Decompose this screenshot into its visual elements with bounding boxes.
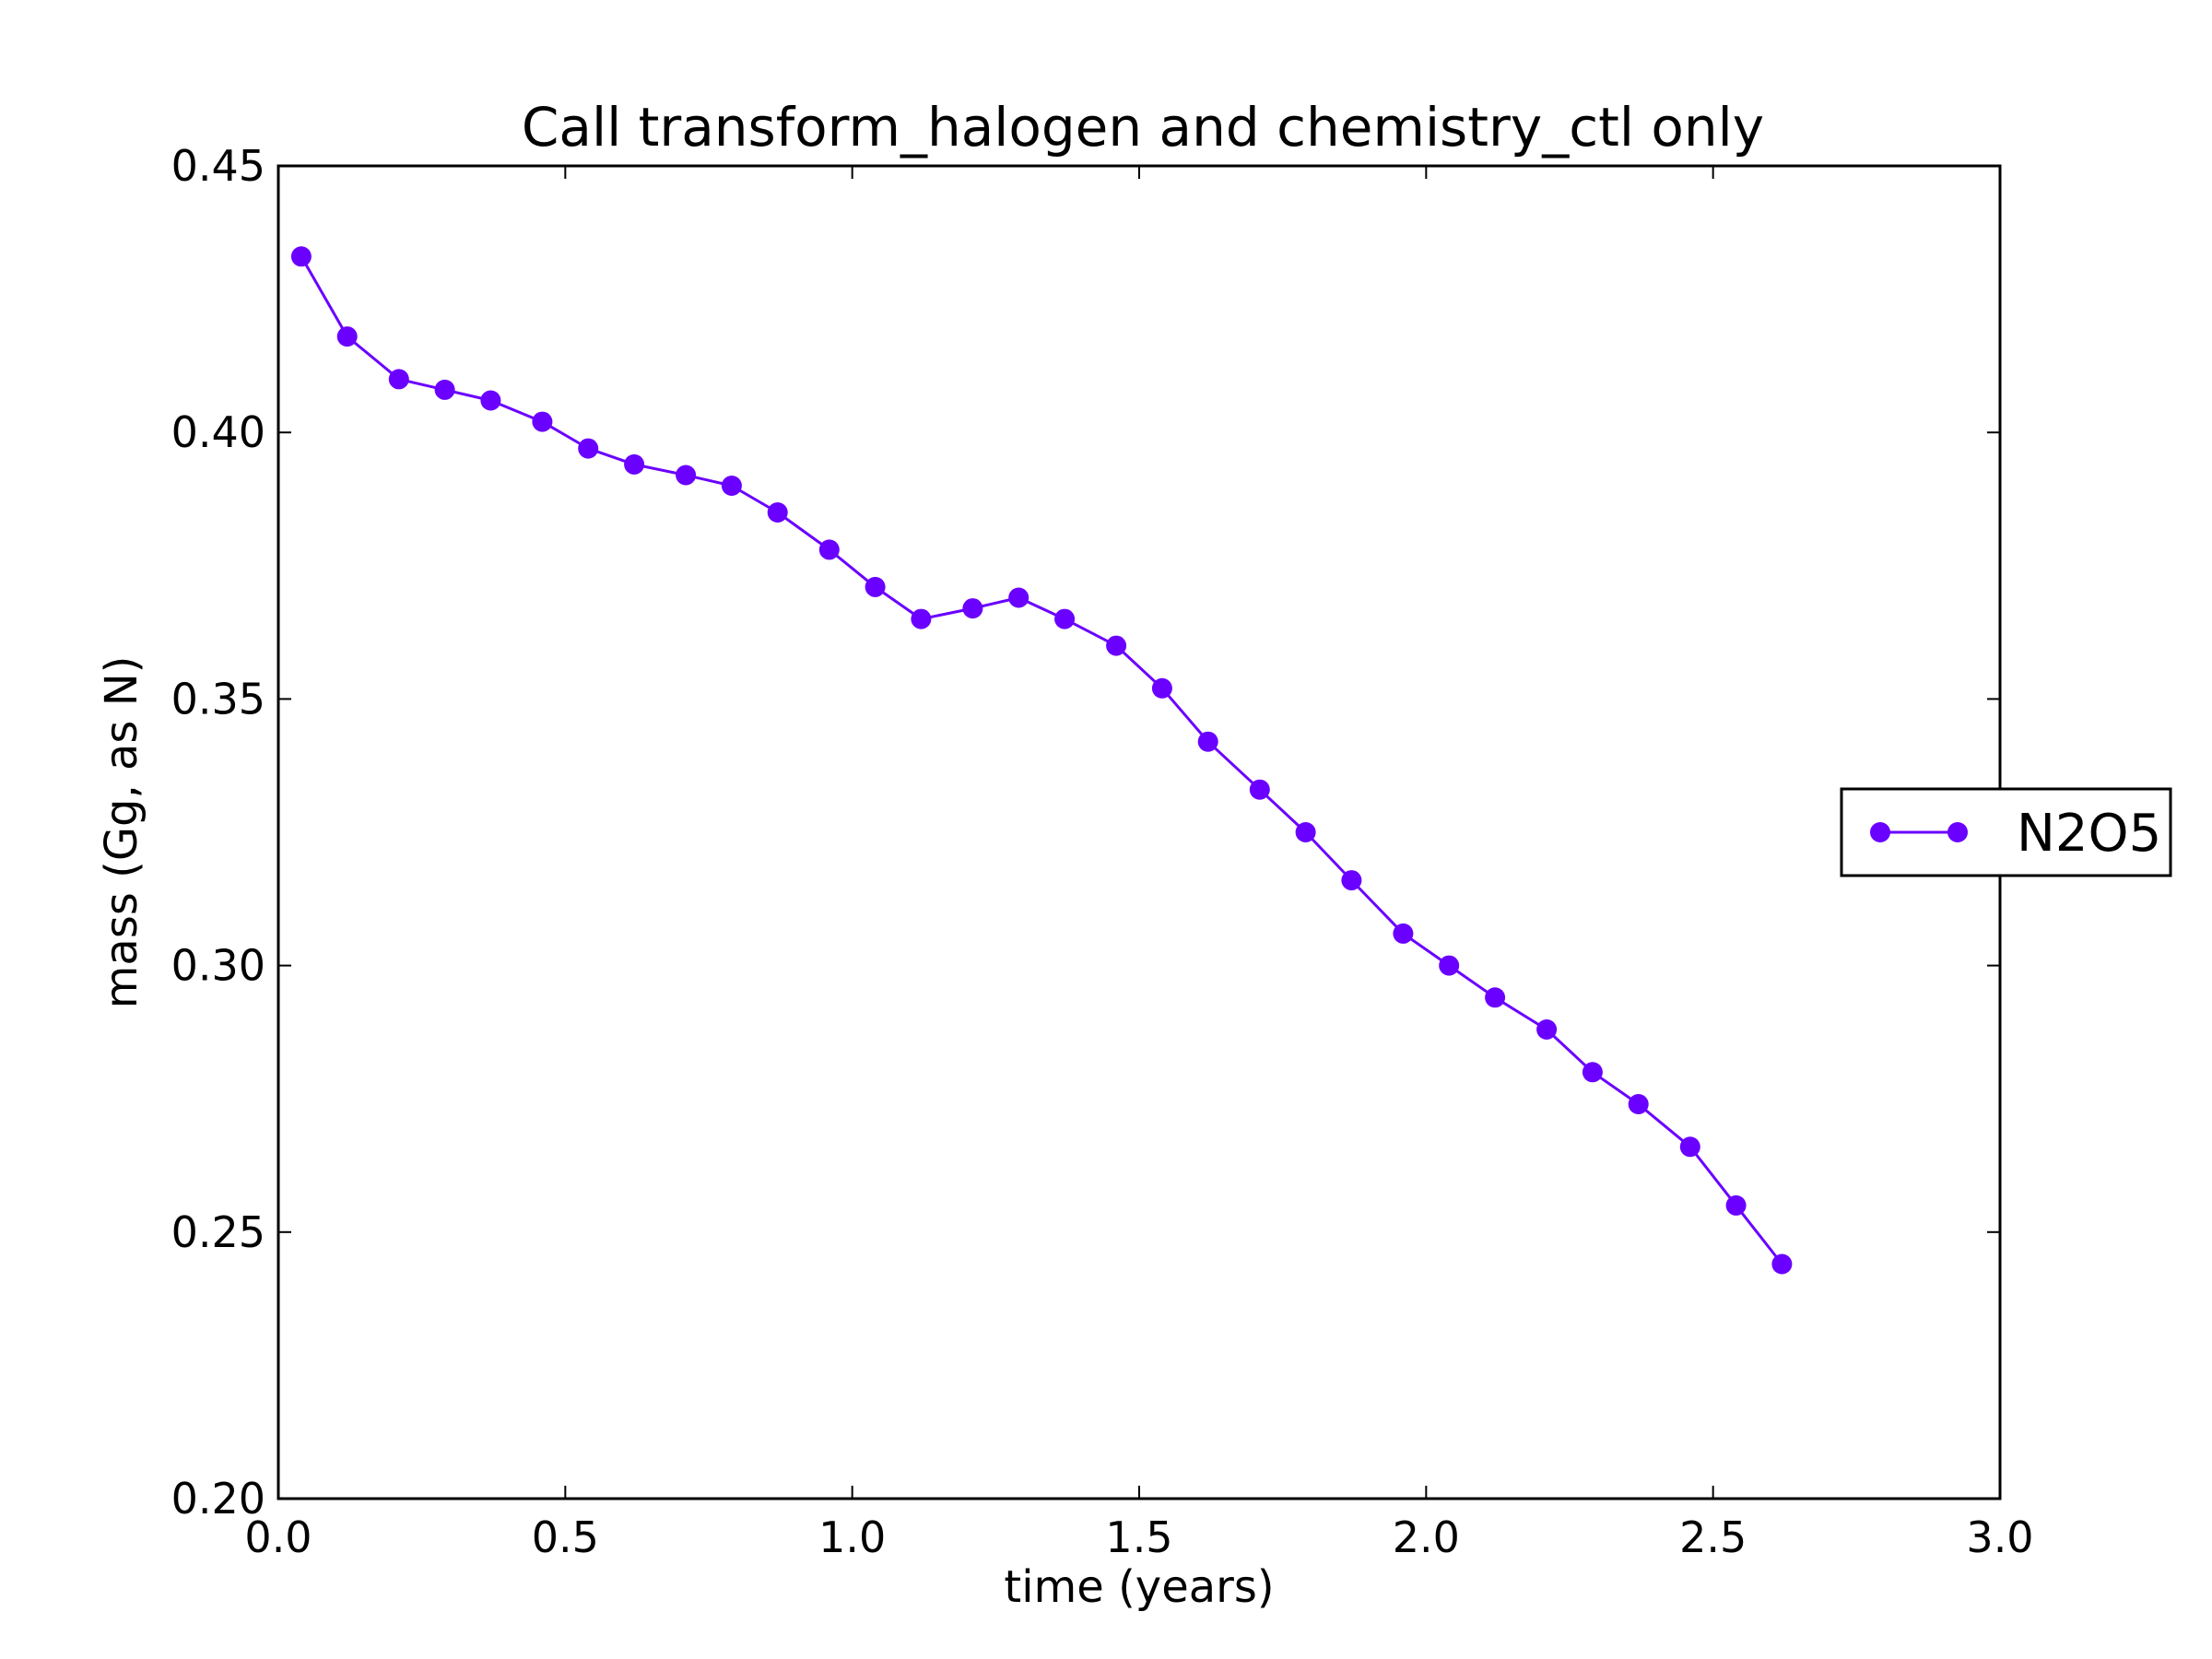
data-point (1679, 1136, 1700, 1158)
legend-label: N2O5 (2017, 804, 2161, 864)
data-point (1582, 1062, 1603, 1083)
data-point (1485, 987, 1506, 1008)
data-point (865, 576, 886, 597)
y-tick-label: 0.40 (171, 407, 265, 457)
data-point (480, 390, 501, 411)
data-point (1008, 587, 1030, 608)
data-point (1393, 923, 1414, 944)
data-point (1151, 677, 1172, 699)
data-point (962, 598, 983, 619)
data-point (818, 539, 840, 560)
x-tick-label: 1.5 (1105, 1512, 1172, 1562)
x-axis-label: time (years) (1004, 1561, 1274, 1613)
data-point (721, 476, 742, 496)
y-tick-label: 0.35 (171, 674, 265, 724)
data-point (578, 438, 599, 459)
data-point (1341, 870, 1362, 891)
data-point (624, 453, 645, 475)
y-tick-label: 0.30 (171, 941, 265, 991)
data-point (911, 608, 932, 629)
axis-ticks: 0.0 0.5 1.0 1.5 2.0 2.5 3.0 0.20 0.25 0.30 0.35 0.4… (171, 141, 2034, 1562)
x-tick-label: 3.0 (1966, 1512, 2033, 1562)
data-point (532, 411, 553, 432)
data-point (1054, 608, 1076, 629)
x-tick-label: 1.0 (818, 1512, 886, 1562)
legend: N2O5 (1840, 787, 2172, 877)
x-tick-label: 0.0 (244, 1512, 312, 1562)
data-point (1536, 1019, 1558, 1040)
data-point (1439, 955, 1460, 976)
y-tick-label: 0.20 (171, 1474, 265, 1524)
series-layer (290, 246, 1793, 1275)
y-tick-label: 0.45 (171, 141, 265, 191)
chart-title: Call transform_halogen and chemistry_ctl… (522, 96, 1764, 159)
data-point (1771, 1253, 1793, 1275)
data-point (1106, 635, 1127, 656)
plot-area (278, 166, 2000, 1499)
x-tick-label: 0.5 (532, 1512, 599, 1562)
data-point (1628, 1094, 1649, 1114)
data-point (1249, 779, 1270, 800)
x-tick-label: 2.5 (1679, 1512, 1747, 1562)
y-axis-label: mass (Gg, as N) (96, 656, 147, 1009)
data-point (336, 326, 358, 347)
data-point (434, 379, 455, 400)
data-point (767, 502, 788, 523)
legend-marker (1947, 822, 1968, 842)
y-tick-label: 0.25 (171, 1207, 265, 1257)
x-tick-label: 2.0 (1393, 1512, 1460, 1562)
data-point (290, 246, 312, 267)
data-point (1197, 731, 1218, 752)
data-point (388, 369, 409, 390)
legend-marker (1870, 822, 1890, 842)
data-point (676, 465, 697, 486)
data-point (1725, 1194, 1747, 1216)
data-point (1295, 822, 1316, 842)
